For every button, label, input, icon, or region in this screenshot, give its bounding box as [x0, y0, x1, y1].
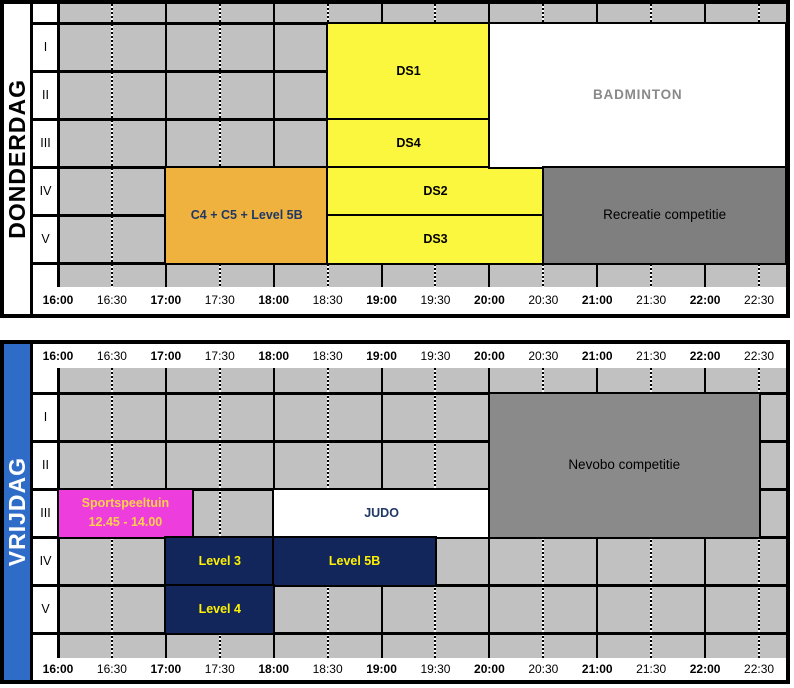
time-label: 22:30: [744, 661, 775, 676]
row-label-iv: IV: [39, 554, 52, 568]
time-label: 18:30: [312, 348, 343, 363]
row-label-v: V: [41, 602, 50, 616]
time-label: 21:00: [581, 661, 613, 676]
block-ds4: DS4: [326, 117, 491, 169]
time-label: 16:00: [42, 293, 74, 307]
block-nevobo-competitie: Nevobo competitie: [487, 391, 761, 539]
row-label-i: I: [43, 410, 48, 424]
time-label: 21:00: [581, 348, 613, 363]
time-label: 17:30: [204, 348, 235, 363]
time-label: 20:00: [474, 661, 505, 676]
row-divider-line: [33, 631, 786, 635]
row-divider-line: [33, 391, 786, 395]
time-label: 22:00: [689, 293, 721, 307]
time-label: 16:30: [96, 348, 127, 363]
gridline-halfhour: [218, 4, 221, 287]
time-label: 21:30: [636, 661, 667, 676]
time-label: 18:00: [258, 348, 290, 363]
day-label: VRIJDAG: [3, 457, 30, 567]
row-label-iv: IV: [39, 184, 52, 198]
block-label-line: 12.45 - 14.00: [88, 515, 163, 529]
day-bar-donderdag: DONDERDAG: [4, 4, 30, 314]
time-label: 22:30: [744, 348, 775, 363]
row-label-ii: II: [42, 88, 49, 102]
time-label: 19:30: [420, 661, 451, 676]
time-label: 17:00: [150, 348, 182, 363]
row-label-iii: III: [40, 506, 51, 520]
time-label: 19:30: [420, 293, 451, 307]
time-label: 21:30: [636, 293, 667, 307]
time-label: 22:30: [744, 293, 775, 307]
time-label: 19:00: [366, 348, 397, 363]
time-label: 18:00: [258, 293, 290, 307]
row-label-v: V: [41, 232, 50, 246]
block-badminton: BADMINTON: [487, 21, 788, 169]
time-label: 20:00: [474, 348, 505, 363]
time-label: 21:30: [636, 348, 667, 363]
block-judo: JUDO: [272, 487, 491, 539]
vrijdag-schedule-table: VRIJDAG I II III IV V 16:00 16:30 17:00 17:30 18:0…: [0, 340, 790, 684]
time-label: 18:30: [312, 661, 343, 676]
gridline-halfhour: [218, 368, 221, 658]
row-label-iii: III: [40, 136, 51, 150]
block-label-line: Sportspeeltuin: [81, 496, 170, 511]
block-level-5b: Level 5B: [272, 535, 437, 587]
day-bar-divider: [30, 4, 33, 314]
block-ds2: DS2: [326, 165, 545, 217]
time-label: 19:00: [366, 661, 397, 676]
time-label: 19:00: [366, 293, 397, 307]
time-label: 22:00: [689, 348, 721, 363]
day-label: DONDERDAG: [3, 79, 30, 239]
time-label: 16:30: [96, 293, 127, 307]
block-c4-c5-level-5b: C4 + C5 + Level 5B: [164, 165, 330, 265]
time-label: 20:30: [528, 348, 559, 363]
time-label: 16:00: [42, 661, 74, 676]
gridline-halfhour: [110, 4, 113, 287]
time-label: 20:00: [474, 293, 505, 307]
time-label: 17:00: [150, 661, 182, 676]
gridline-hour: [57, 4, 60, 287]
time-label: 16:30: [96, 661, 127, 676]
time-label: 20:30: [528, 293, 559, 307]
day-bar-vrijdag: VRIJDAG: [4, 344, 30, 680]
gridline-hour: [272, 4, 275, 287]
time-label: 16:00: [42, 348, 74, 363]
block-sportspeeltuin-12-45-14-00: Sportspeeltuin 12.45 - 14.00: [56, 487, 195, 539]
time-label: 18:30: [312, 293, 343, 307]
time-label: 17:30: [204, 661, 235, 676]
day-bar-divider: [30, 344, 33, 680]
time-label: 22:00: [689, 661, 721, 676]
time-label: 17:30: [204, 293, 235, 307]
block-ds3: DS3: [326, 213, 545, 265]
row-label-ii: II: [42, 458, 49, 472]
time-label: 20:30: [528, 661, 559, 676]
time-label: 18:00: [258, 661, 290, 676]
block-level-3: Level 3: [164, 535, 276, 587]
block-recreatie-competitie: Recreatie competitie: [541, 165, 788, 265]
row-divider-line: [33, 439, 786, 443]
time-label: 17:00: [150, 293, 182, 307]
row-label-i: I: [43, 40, 48, 54]
block-ds1: DS1: [326, 21, 491, 121]
gridline-hour: [164, 4, 167, 287]
donderdag-schedule-table: DONDERDAG I II III IV V 16:00 16:30 17:00 17:30 18…: [0, 0, 790, 318]
block-level-4: Level 4: [164, 583, 276, 635]
time-label: 21:00: [581, 293, 613, 307]
time-label: 19:30: [420, 348, 451, 363]
